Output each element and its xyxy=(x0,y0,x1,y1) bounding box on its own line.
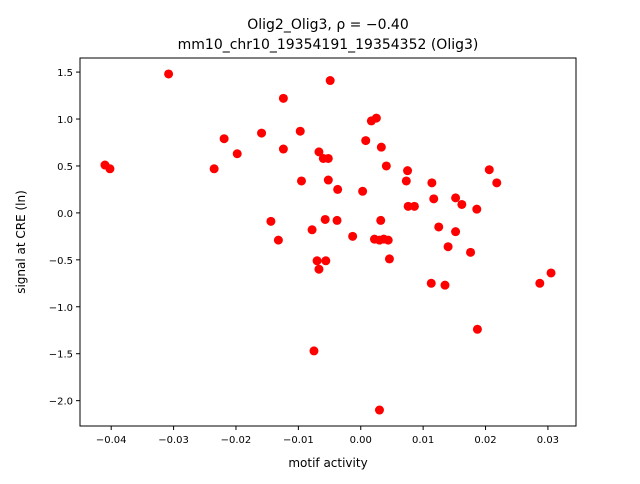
scatter-point xyxy=(278,144,288,154)
scatter-point xyxy=(307,225,317,235)
x-tick-label: 0.03 xyxy=(537,435,559,446)
scatter-point xyxy=(451,227,461,237)
data-points xyxy=(100,69,556,415)
scatter-point xyxy=(384,254,394,264)
scatter-point xyxy=(312,256,322,266)
scatter-point xyxy=(164,69,174,79)
scatter-point xyxy=(323,175,333,185)
scatter-point xyxy=(323,153,333,163)
scatter-point xyxy=(358,186,368,196)
scatter-point xyxy=(429,194,439,204)
scatter-point xyxy=(374,405,384,415)
plot-area xyxy=(79,57,577,427)
x-tick-label: −0.01 xyxy=(283,435,314,446)
scatter-point xyxy=(333,184,343,194)
y-tick-label: −2.0 xyxy=(49,397,73,408)
scatter-point xyxy=(381,161,391,171)
y-axis-label: signal at CRE (ln) xyxy=(14,190,28,294)
scatter-point xyxy=(320,214,330,224)
scatter-point xyxy=(321,256,331,266)
scatter-point xyxy=(209,164,219,174)
scatter-point xyxy=(295,126,305,136)
y-tick-label: −1.0 xyxy=(49,303,73,314)
scatter-point xyxy=(266,216,276,226)
x-tick-label: −0.03 xyxy=(158,435,189,446)
x-tick-label: 0.01 xyxy=(412,435,434,446)
scatter-point xyxy=(457,199,467,209)
scatter-point xyxy=(371,113,381,123)
x-axis: −0.04 −0.03 −0.02 −0.01 0.00 0.01 0.02 0.03 xyxy=(96,426,559,446)
scatter-point xyxy=(257,128,267,138)
scatter-point xyxy=(376,215,386,225)
scatter-point xyxy=(535,278,545,288)
scatter-point xyxy=(434,222,444,232)
x-axis-label: motif activity xyxy=(288,456,367,470)
scatter-point xyxy=(484,165,494,175)
scatter-point xyxy=(403,166,413,176)
x-tick-label: 0.00 xyxy=(350,435,372,446)
y-tick-label: 0.0 xyxy=(57,209,73,220)
scatter-point xyxy=(440,280,450,290)
y-tick-label: −0.5 xyxy=(49,256,73,267)
scatter-point xyxy=(466,247,476,257)
scatter-point xyxy=(426,278,436,288)
scatter-point xyxy=(332,215,342,225)
y-tick-label: 1.5 xyxy=(57,68,73,79)
scatter-point xyxy=(443,242,453,252)
chart-title-line1: Olig2_Olig3, ρ = −0.40 xyxy=(247,17,409,33)
scatter-point xyxy=(348,231,358,241)
scatter-point xyxy=(472,204,482,214)
chart-title-line2: mm10_chr10_19354191_19354352 (Olig3) xyxy=(178,37,479,53)
x-tick-label: −0.02 xyxy=(221,435,252,446)
scatter-point xyxy=(409,201,419,211)
scatter-point xyxy=(472,324,482,334)
y-tick-label: 1.0 xyxy=(57,115,73,126)
scatter-point xyxy=(401,176,411,186)
x-tick-label: 0.02 xyxy=(474,435,496,446)
scatter-point xyxy=(361,136,371,146)
scatter-point xyxy=(451,193,461,203)
scatter-point xyxy=(273,235,283,245)
scatter-point xyxy=(278,93,288,103)
scatter-point xyxy=(427,178,437,188)
scatter-point xyxy=(314,264,324,274)
x-tick-label: −0.04 xyxy=(96,435,127,446)
scatter-point xyxy=(232,149,242,159)
scatter-point xyxy=(219,134,229,144)
scatter-point xyxy=(403,201,413,211)
scatter-point xyxy=(105,164,115,174)
scatter-point xyxy=(296,176,306,186)
scatter-point xyxy=(546,268,556,278)
y-axis: 1.5 1.0 0.5 0.0 −0.5 −1.0 −1.5 −2.0 xyxy=(49,68,80,408)
scatter-point xyxy=(314,147,324,157)
scatter-point xyxy=(309,346,319,356)
scatter-point xyxy=(376,142,386,152)
scatter-point xyxy=(492,178,502,188)
scatter-point xyxy=(383,235,393,245)
scatter-point xyxy=(325,76,335,86)
y-tick-label: −1.5 xyxy=(49,350,73,361)
y-tick-label: 0.5 xyxy=(57,162,73,173)
